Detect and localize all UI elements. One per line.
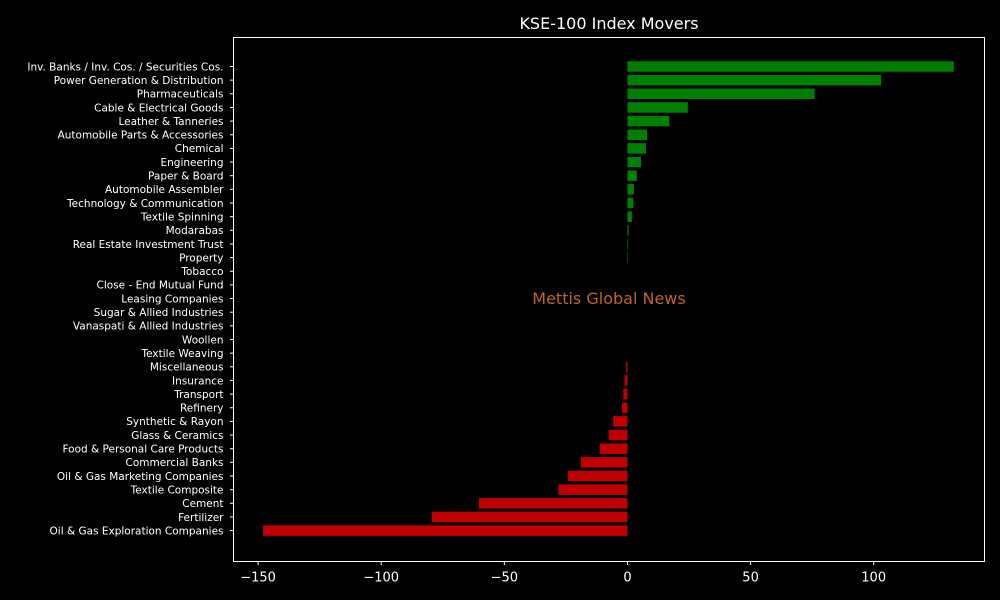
bar-cable-electrical-goods [627, 102, 688, 113]
bar-chemical [627, 143, 646, 154]
category-label-technology-communication: Technology & Communication [66, 198, 223, 210]
x-tick-label: 100 [861, 571, 886, 586]
x-tick-label: 0 [623, 571, 631, 586]
bar-textile-spinning [627, 211, 632, 222]
category-label-property: Property [179, 252, 223, 264]
bars-group [263, 61, 954, 536]
category-label-oil-gas-exploration-companies: Oil & Gas Exploration Companies [50, 525, 224, 537]
x-tick-label: −100 [363, 571, 399, 586]
category-label-refinery: Refinery [180, 403, 224, 415]
category-label-leather-tanneries: Leather & Tanneries [118, 116, 223, 128]
category-label-oil-gas-marketing-companies: Oil & Gas Marketing Companies [57, 471, 224, 483]
bar-real-estate-investment-trust [627, 238, 629, 250]
category-label-leasing-companies: Leasing Companies [121, 293, 223, 305]
category-label-glass-ceramics: Glass & Ceramics [131, 430, 223, 442]
bar-insurance [624, 375, 628, 386]
category-label-engineering: Engineering [161, 157, 224, 169]
category-label-power-generation-distribution: Power Generation & Distribution [54, 75, 224, 87]
category-label-fertilizer: Fertilizer [178, 512, 224, 524]
category-label-transport: Transport [173, 389, 223, 401]
bar-modarabas [627, 225, 629, 236]
plot-frame [233, 37, 985, 562]
bar-power-generation-distribution [627, 74, 882, 86]
category-label-sugar-allied-industries: Sugar & Allied Industries [94, 307, 224, 319]
x-tick-label: −50 [491, 571, 518, 586]
category-label-inv-banks-inv-cos-securities-cos: Inv. Banks / Inv. Cos. / Securities Cos. [27, 61, 223, 73]
category-label-miscellaneous: Miscellaneous [150, 362, 224, 374]
bar-inv-banks-inv-cos-securities-cos [627, 61, 954, 72]
category-label-modarabas: Modarabas [166, 225, 224, 237]
bar-leather-tanneries [627, 115, 670, 127]
category-label-tobacco: Tobacco [180, 266, 223, 278]
category-label-textile-composite: Textile Composite [130, 484, 224, 496]
bar-cement [478, 498, 628, 509]
category-label-pharmaceuticals: Pharmaceuticals [137, 89, 224, 101]
category-label-paper-board: Paper & Board [148, 171, 223, 183]
category-label-textile-weaving: Textile Weaving [141, 348, 224, 360]
category-label-close-end-mutual-fund: Close - End Mutual Fund [97, 280, 224, 292]
category-label-automobile-assembler: Automobile Assembler [105, 184, 224, 196]
category-label-insurance: Insurance [172, 375, 224, 387]
chart-title: KSE-100 Index Movers [519, 14, 698, 33]
category-label-cement: Cement [182, 498, 223, 510]
category-label-cable-electrical-goods: Cable & Electrical Goods [94, 102, 223, 114]
bar-fertilizer [431, 511, 628, 523]
bar-automobile-parts-accessories [627, 129, 648, 140]
bar-commercial-banks [580, 457, 628, 468]
bar-glass-ceramics [608, 429, 628, 441]
bar-transport [623, 388, 628, 400]
category-label-automobile-parts-accessories: Automobile Parts & Accessories [58, 130, 224, 142]
bar-engineering [627, 156, 642, 168]
category-labels-group: Inv. Banks / Inv. Cos. / Securities Cos.… [27, 61, 234, 537]
category-label-synthetic-rayon: Synthetic & Rayon [126, 416, 223, 428]
bar-refinery [622, 402, 628, 413]
x-axis: −150 −100 −50 0 50 100 [240, 561, 886, 586]
category-label-woollen: Woollen [182, 334, 224, 346]
category-label-chemical: Chemical [175, 143, 224, 155]
bar-paper-board [627, 170, 637, 181]
bar-oil-gas-marketing-companies [567, 470, 628, 482]
category-label-commercial-banks: Commercial Banks [126, 457, 224, 469]
watermark-text: Mettis Global News [532, 289, 685, 308]
bar-synthetic-rayon [613, 416, 628, 427]
bar-technology-communication [627, 197, 634, 209]
bar-textile-composite [558, 484, 628, 495]
x-tick-label: 50 [742, 571, 759, 586]
bar-oil-gas-exploration-companies [263, 525, 628, 536]
category-label-textile-spinning: Textile Spinning [140, 211, 224, 223]
category-label-food-personal-care-products: Food & Personal Care Products [62, 444, 223, 456]
bar-food-personal-care-products [599, 443, 628, 454]
bar-miscellaneous [625, 361, 628, 373]
category-label-real-estate-investment-trust: Real Estate Investment Trust [73, 239, 224, 251]
bar-pharmaceuticals [627, 88, 815, 100]
bar-automobile-assembler [627, 184, 634, 195]
x-tick-label: −150 [240, 571, 276, 586]
category-label-vanaspati-allied-industries: Vanaspati & Allied Industries [73, 321, 224, 333]
